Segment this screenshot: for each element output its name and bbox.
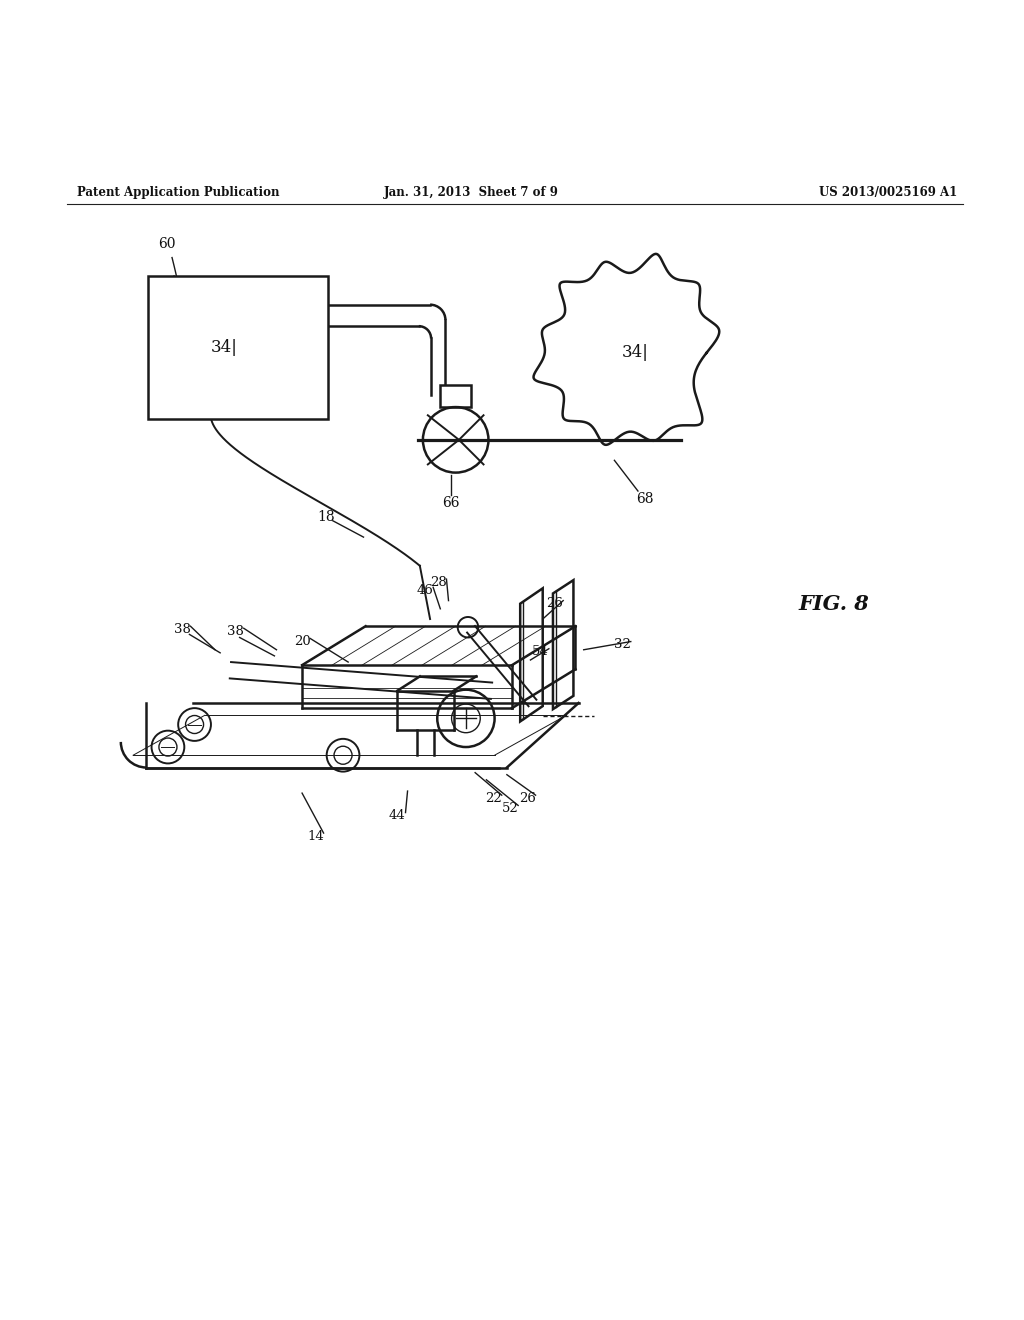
Text: US 2013/0025169 A1: US 2013/0025169 A1	[819, 186, 957, 199]
Text: 38: 38	[174, 623, 190, 636]
Bar	[440, 384, 471, 407]
Text: 54: 54	[532, 645, 549, 659]
Text: 26: 26	[519, 792, 536, 805]
Text: 60: 60	[158, 238, 176, 251]
Text: 34|: 34|	[622, 345, 648, 362]
Text: 22: 22	[485, 792, 502, 805]
Text: 52: 52	[502, 803, 518, 814]
Text: 18: 18	[316, 510, 335, 524]
Text: 26: 26	[547, 597, 563, 610]
Bar	[148, 276, 328, 420]
Text: 46: 46	[417, 583, 433, 597]
Text: 68: 68	[636, 492, 654, 507]
Text: 28: 28	[430, 576, 446, 589]
Text: 66: 66	[441, 496, 460, 511]
Text: 44: 44	[389, 809, 406, 822]
Text: 20: 20	[294, 635, 310, 648]
Text: Jan. 31, 2013  Sheet 7 of 9: Jan. 31, 2013 Sheet 7 of 9	[384, 186, 558, 199]
Text: 38: 38	[227, 624, 244, 638]
Text: 32: 32	[614, 638, 631, 651]
Text: 14: 14	[307, 830, 324, 842]
Text: FIG. 8: FIG. 8	[799, 594, 869, 614]
Text: 34|: 34|	[210, 339, 238, 356]
Text: Patent Application Publication: Patent Application Publication	[77, 186, 280, 199]
